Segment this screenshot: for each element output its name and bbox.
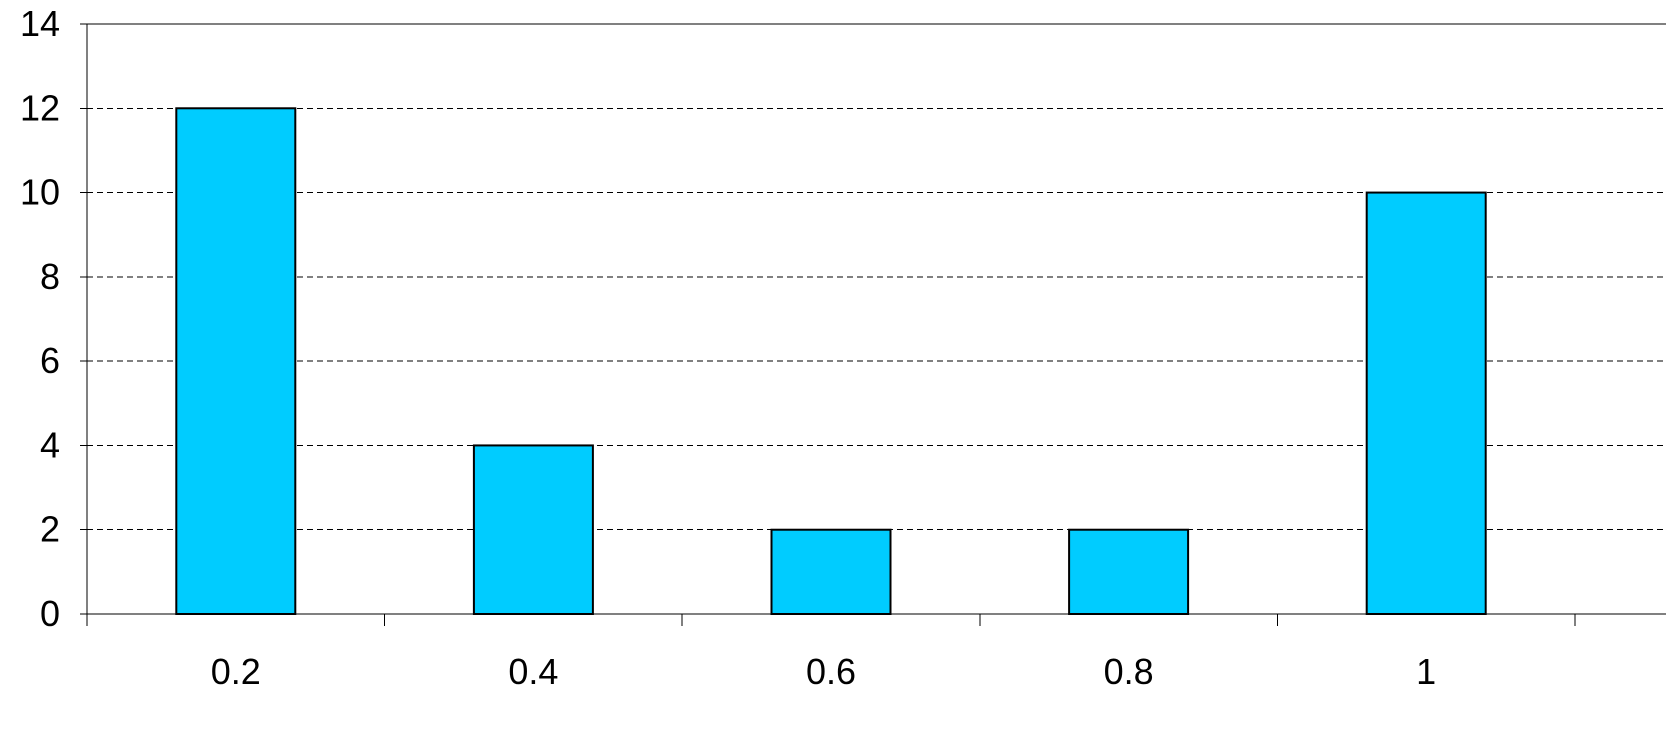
x-tick-label-0.6: 0.6 [806,651,856,692]
y-tick-label-12: 12 [20,87,60,128]
bar-0.4 [472,444,594,615]
bars [175,107,1487,616]
y-tick-label-2: 2 [40,509,60,550]
bar-0.6 [770,528,892,616]
y-tick-label-6: 6 [40,340,60,381]
bar-0.8 [1068,528,1190,616]
tick-labels: 0 2 4 6 8 10 12 14 0.2 0.4 0.6 0.8 1 [20,3,1436,692]
x-tick-label-0.2: 0.2 [211,651,261,692]
x-tick-label-1: 1 [1416,651,1436,692]
y-tick-label-14: 14 [20,3,60,44]
bar-1 [1365,191,1487,615]
y-tick-label-10: 10 [20,172,60,213]
y-tick-label-0: 0 [40,593,60,634]
bar-0.2 [175,107,297,616]
x-tick-label-0.8: 0.8 [1104,651,1154,692]
axes [80,23,1666,626]
y-tick-label-8: 8 [40,256,60,297]
x-tick-label-0.4: 0.4 [508,651,558,692]
y-tick-label-4: 4 [40,424,60,465]
